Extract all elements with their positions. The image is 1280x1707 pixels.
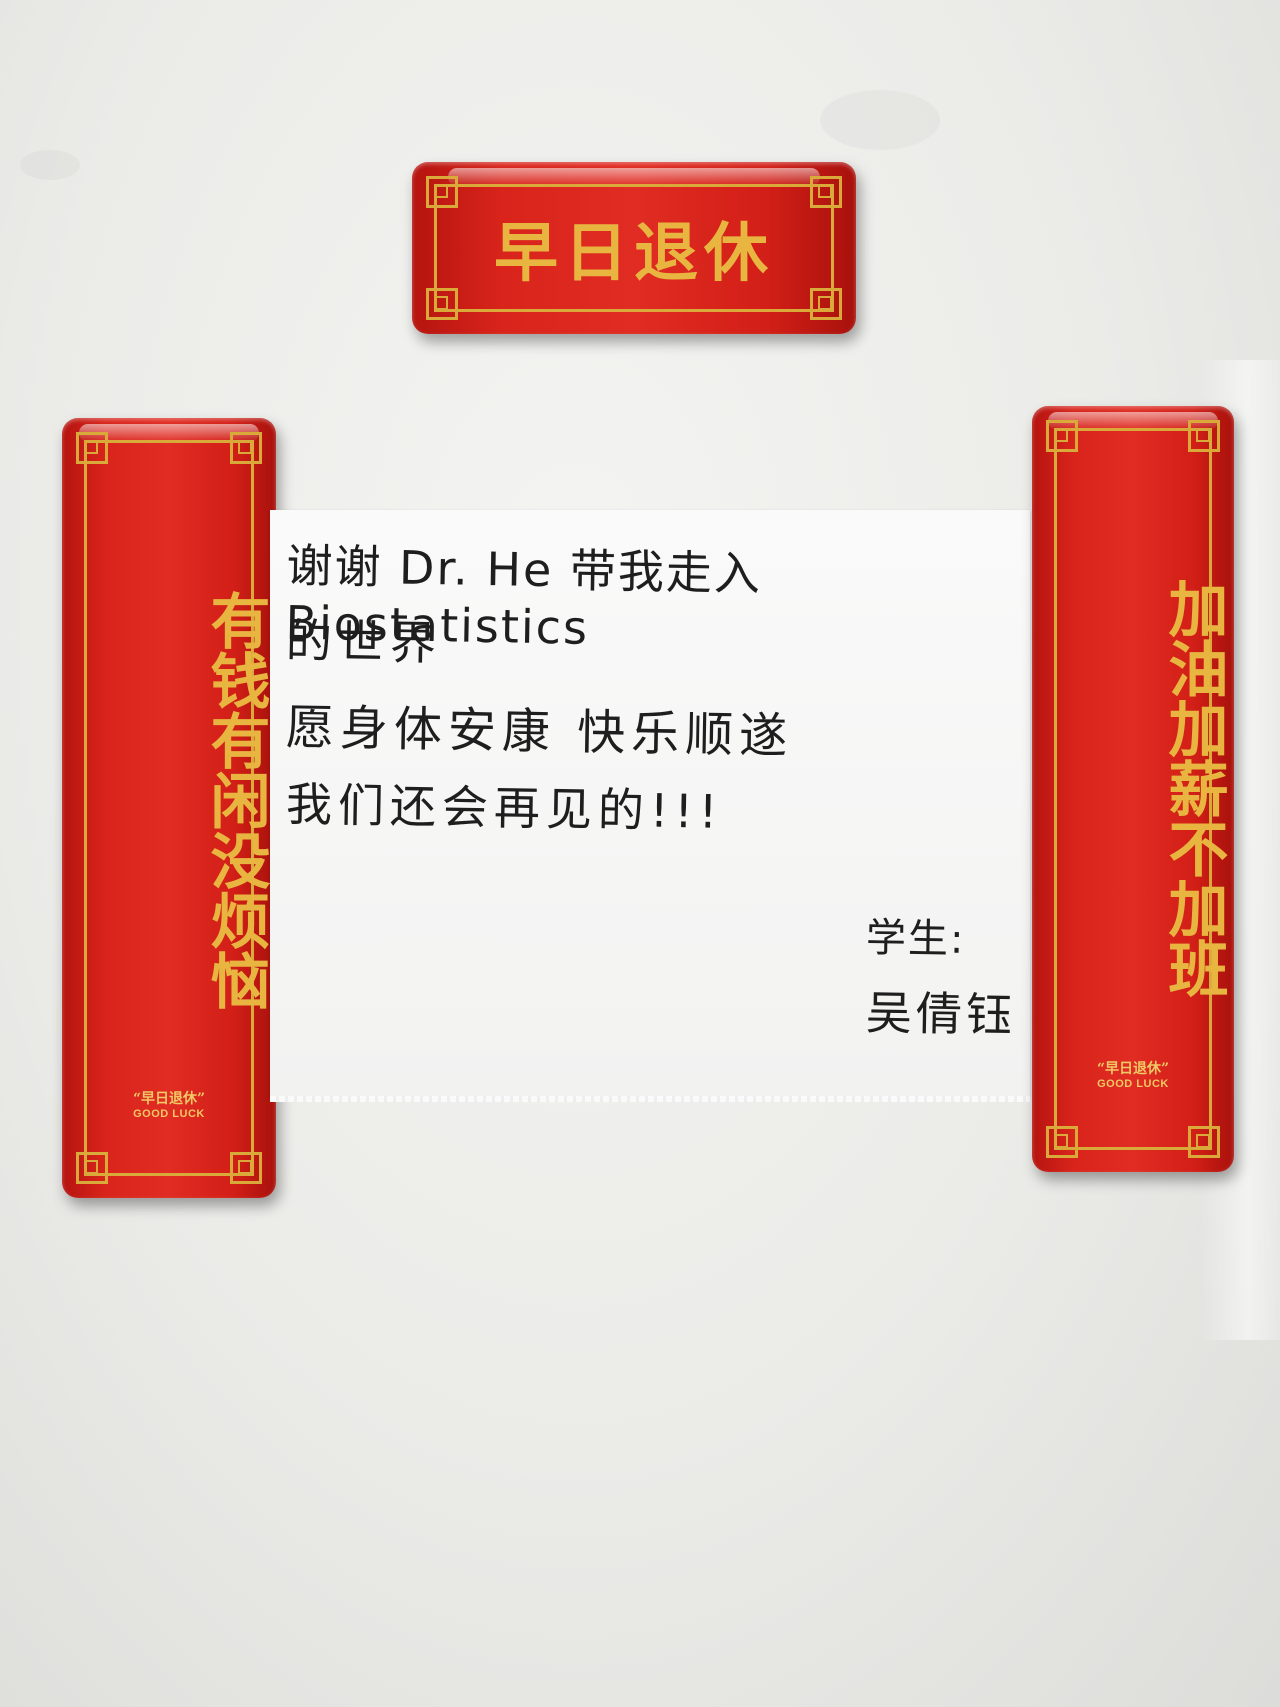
note-line-4: 我们还会再见的!!!	[285, 777, 724, 839]
brand-cn: “早日退休”	[132, 1091, 206, 1107]
left-plaque-text: 有钱有闲没烦恼	[200, 590, 270, 1010]
handwritten-note: 谢谢 Dr. He 带我走入 Biostatistics 的世界 愿身体安康 快…	[270, 510, 1030, 1102]
plaque-shine	[1048, 412, 1218, 430]
corner-ornament-icon	[76, 432, 108, 464]
corner-ornament-icon	[1046, 420, 1078, 452]
corner-ornament-icon	[1046, 1126, 1078, 1158]
corner-ornament-icon	[810, 288, 842, 320]
plaque-frame	[84, 440, 254, 1176]
smudge	[20, 150, 80, 180]
brand-en: GOOD LUCK	[133, 1108, 205, 1120]
right-plaque: 加油加薪不加班 “早日退休” GOOD LUCK	[1032, 406, 1234, 1172]
corner-ornament-icon	[1188, 420, 1220, 452]
plaque-shine	[79, 424, 259, 442]
corner-ornament-icon	[230, 432, 262, 464]
corner-ornament-icon	[810, 176, 842, 208]
brand-en: GOOD LUCK	[1097, 1078, 1169, 1090]
right-plaque-text: 加油加薪不加班	[1158, 578, 1228, 998]
right-plaque-brand: “早日退休” GOOD LUCK	[1032, 1058, 1234, 1090]
corner-ornament-icon	[426, 288, 458, 320]
plaque-frame	[1054, 428, 1212, 1150]
brand-cn: “早日退休”	[1096, 1061, 1170, 1077]
torn-edge	[270, 1096, 1030, 1102]
plaque-frame	[434, 184, 834, 312]
plaque-shine	[447, 168, 821, 186]
note-line-3: 愿身体安康 快乐顺遂	[285, 699, 794, 765]
corner-ornament-icon	[76, 1152, 108, 1184]
signature-label: 学生:	[865, 915, 966, 963]
corner-ornament-icon	[230, 1152, 262, 1184]
smudge	[820, 90, 940, 150]
signature-name: 吴倩钰	[865, 985, 1017, 1043]
corner-ornament-icon	[426, 176, 458, 208]
note-line-2: 的世界	[285, 613, 443, 671]
top-plaque: 早日退休	[412, 162, 856, 334]
corner-ornament-icon	[1188, 1126, 1220, 1158]
left-plaque: 有钱有闲没烦恼 “早日退休” GOOD LUCK	[62, 418, 276, 1198]
left-plaque-brand: “早日退休” GOOD LUCK	[62, 1088, 276, 1120]
top-plaque-text: 早日退休	[494, 216, 774, 291]
